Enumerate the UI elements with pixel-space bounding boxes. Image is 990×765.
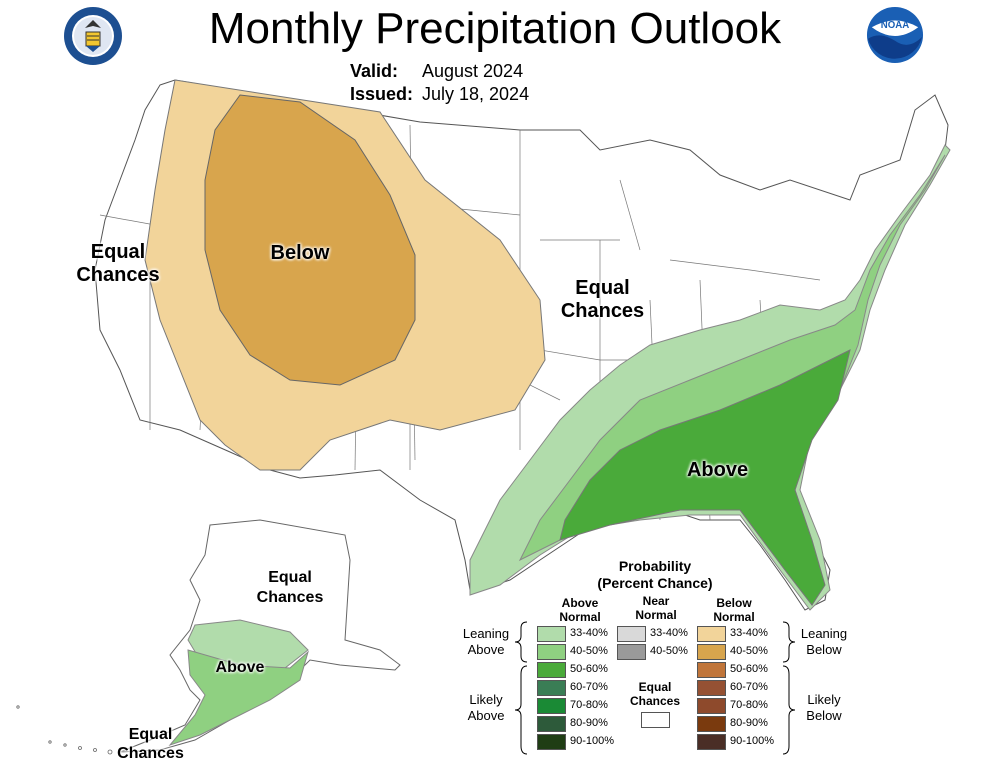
below-label-4: 70-80% (730, 699, 768, 711)
noaa-logo-text: NOAA (881, 20, 909, 31)
above-swatch-5 (537, 716, 566, 732)
likely-below-label: Likely Below (806, 692, 842, 723)
below-swatch-2 (697, 662, 726, 678)
alaska-equal-chances-label: Equal Chances (256, 569, 324, 606)
above-label-4: 70-80% (570, 699, 608, 711)
below-label-5: 80-90% (730, 717, 768, 729)
below-label-3: 60-70% (730, 681, 768, 693)
above-label-5: 80-90% (570, 717, 608, 729)
valid-value: August 2024 (422, 61, 524, 81)
col-below-normal: Below Normal (713, 596, 755, 624)
below-swatch-3 (697, 680, 726, 696)
issued-label: Issued: (350, 84, 414, 104)
aleutian-islands (16, 705, 113, 755)
date-info: Valid: August 2024 Issued: July 18, 2024 (350, 60, 529, 106)
above-swatch-1 (537, 644, 566, 660)
near-label-0: 33-40% (650, 627, 688, 639)
below-swatch-0 (697, 626, 726, 642)
above-swatch-0 (537, 626, 566, 642)
leaning-below-label: Leaning Below (800, 626, 848, 657)
near-label-1: 40-50% (650, 645, 688, 657)
page-title: Monthly Precipitation Outlook (208, 4, 782, 53)
equal-chances-swatch (641, 712, 670, 728)
below-swatch-1 (697, 644, 726, 660)
valid-label: Valid: (350, 61, 399, 81)
below-label-0: 33-40% (730, 627, 768, 639)
near-swatch-0 (617, 626, 646, 642)
legend-title: Probability (618, 558, 692, 574)
likely-above-label: Likely Above (467, 692, 505, 723)
west-equal-chances-label: Equal Chances (76, 241, 160, 286)
col-above-normal: Above Normal (559, 596, 601, 624)
below-swatch-4 (697, 698, 726, 714)
equal-chances-legend-label: Equal Chances (629, 680, 681, 708)
below-swatch-5 (697, 716, 726, 732)
above-label-0: 33-40% (570, 627, 608, 639)
above-label-1: 40-50% (570, 645, 608, 657)
central-equal-chances-label: Equal Chances (560, 277, 645, 322)
legend-braces (514, 621, 796, 755)
department-of-commerce-seal-icon (64, 7, 122, 65)
above-swatch-6 (537, 734, 566, 750)
below-40-50-region (204, 94, 416, 386)
legend: Probability (Percent Chance) Above Norma… (455, 556, 855, 761)
below-label-1: 40-50% (730, 645, 768, 657)
col-near-normal: Near Normal (635, 594, 677, 622)
above-label-6: 90-100% (570, 735, 615, 747)
above-label-2: 50-60% (570, 663, 608, 675)
aleutian-equal-chances-label: Equal Chances (117, 726, 184, 762)
issued-value: July 18, 2024 (422, 84, 530, 104)
alaska-above-40-50-region (168, 649, 309, 747)
legend-subtitle: (Percent Chance) (597, 575, 713, 591)
below-label-2: 50-60% (730, 663, 768, 675)
below-label-6: 90-100% (730, 735, 775, 747)
above-label-3: 60-70% (570, 681, 608, 693)
leaning-above-label: Leaning Above (462, 626, 510, 657)
alaska-above-label: Above (215, 659, 265, 676)
noaa-logo-icon: NOAA (866, 6, 924, 64)
above-swatch-3 (537, 680, 566, 696)
above-50-60-region (559, 349, 851, 606)
near-swatch-1 (617, 644, 646, 660)
above-label: Above (686, 459, 749, 481)
below-label: Below (270, 242, 330, 264)
below-swatch-6 (697, 734, 726, 750)
above-swatch-2 (537, 662, 566, 678)
above-swatch-4 (537, 698, 566, 714)
